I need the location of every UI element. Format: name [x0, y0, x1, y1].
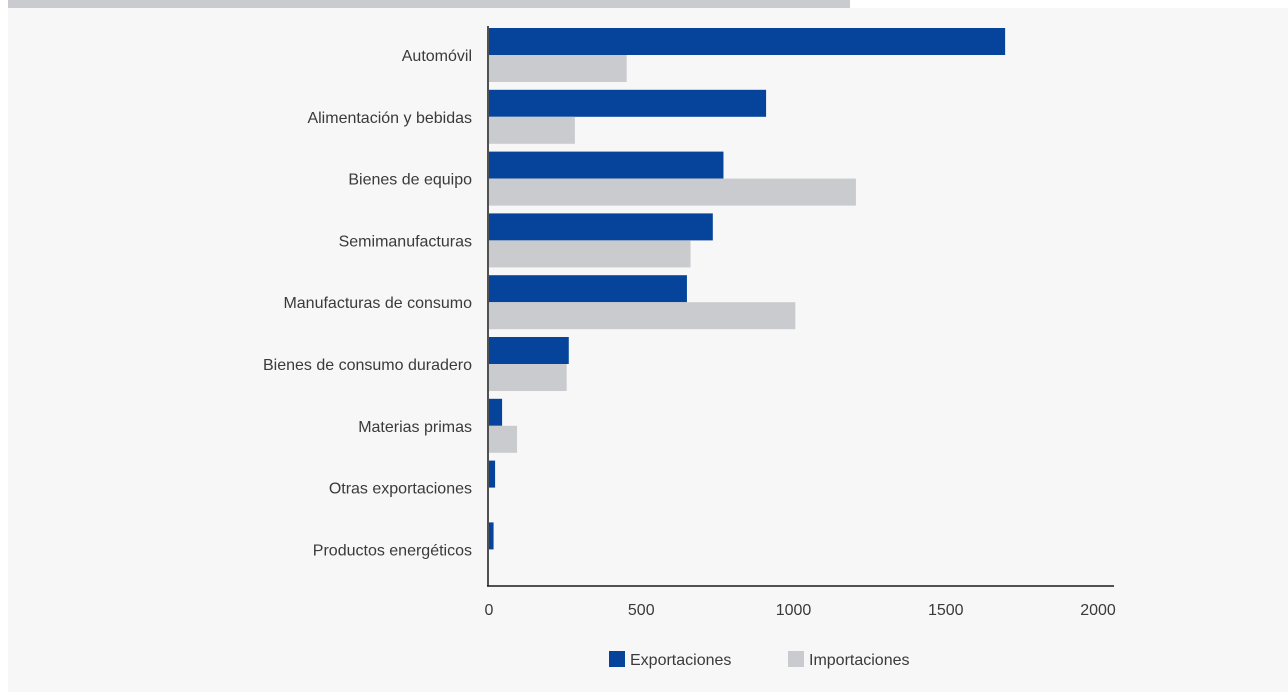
category-label: Semimanufacturas — [339, 233, 472, 250]
bar-exportaciones-3 — [489, 213, 713, 241]
bar-exportaciones-7 — [489, 460, 496, 488]
bar-importaciones-2 — [489, 178, 856, 206]
category-label: Manufacturas de consumo — [283, 295, 472, 312]
x-tick-label: 500 — [628, 602, 655, 619]
legend-label-importaciones: Importaciones — [809, 652, 910, 669]
x-tick-labels: 0 500 1000 1500 2000 — [485, 602, 1116, 619]
legend: Exportaciones Importaciones — [609, 651, 910, 669]
bar-importaciones-4 — [489, 302, 796, 330]
x-tick-label: 1000 — [776, 602, 812, 619]
category-label: Materias primas — [358, 419, 472, 436]
bar-importaciones-5 — [489, 364, 567, 391]
category-label: Otras exportaciones — [329, 481, 472, 498]
category-label: Alimentación y bebidas — [307, 110, 472, 127]
top-band — [8, 0, 850, 8]
bar-exportaciones-6 — [489, 398, 503, 426]
category-label: Automóvil — [402, 48, 472, 65]
bar-importaciones-3 — [489, 240, 691, 268]
bar-exportaciones-8 — [489, 522, 494, 550]
category-label: Productos energéticos — [313, 542, 472, 559]
chart-panel — [8, 8, 1288, 692]
category-labels: Automóvil Alimentación y bebidas Bienes de… — [263, 48, 472, 559]
legend-swatch-importaciones — [788, 651, 804, 667]
x-tick-label: 2000 — [1080, 602, 1116, 619]
legend-label-exportaciones: Exportaciones — [630, 652, 731, 669]
bars-group — [489, 28, 1006, 550]
category-label: Bienes de consumo duradero — [263, 357, 472, 374]
legend-swatch-exportaciones — [609, 651, 625, 667]
category-label: Bienes de equipo — [348, 172, 472, 189]
x-tick-label: 1500 — [928, 602, 964, 619]
bar-exportaciones-1 — [489, 89, 767, 117]
bar-exportaciones-0 — [489, 28, 1006, 55]
axes — [487, 26, 1114, 587]
bar-exportaciones-4 — [489, 275, 687, 303]
bar-importaciones-1 — [489, 116, 575, 144]
x-tick-label: 0 — [485, 602, 494, 619]
bar-importaciones-6 — [489, 425, 518, 453]
bar-exportaciones-2 — [489, 151, 724, 179]
bar-exportaciones-5 — [489, 337, 569, 364]
bar-importaciones-0 — [489, 55, 627, 82]
